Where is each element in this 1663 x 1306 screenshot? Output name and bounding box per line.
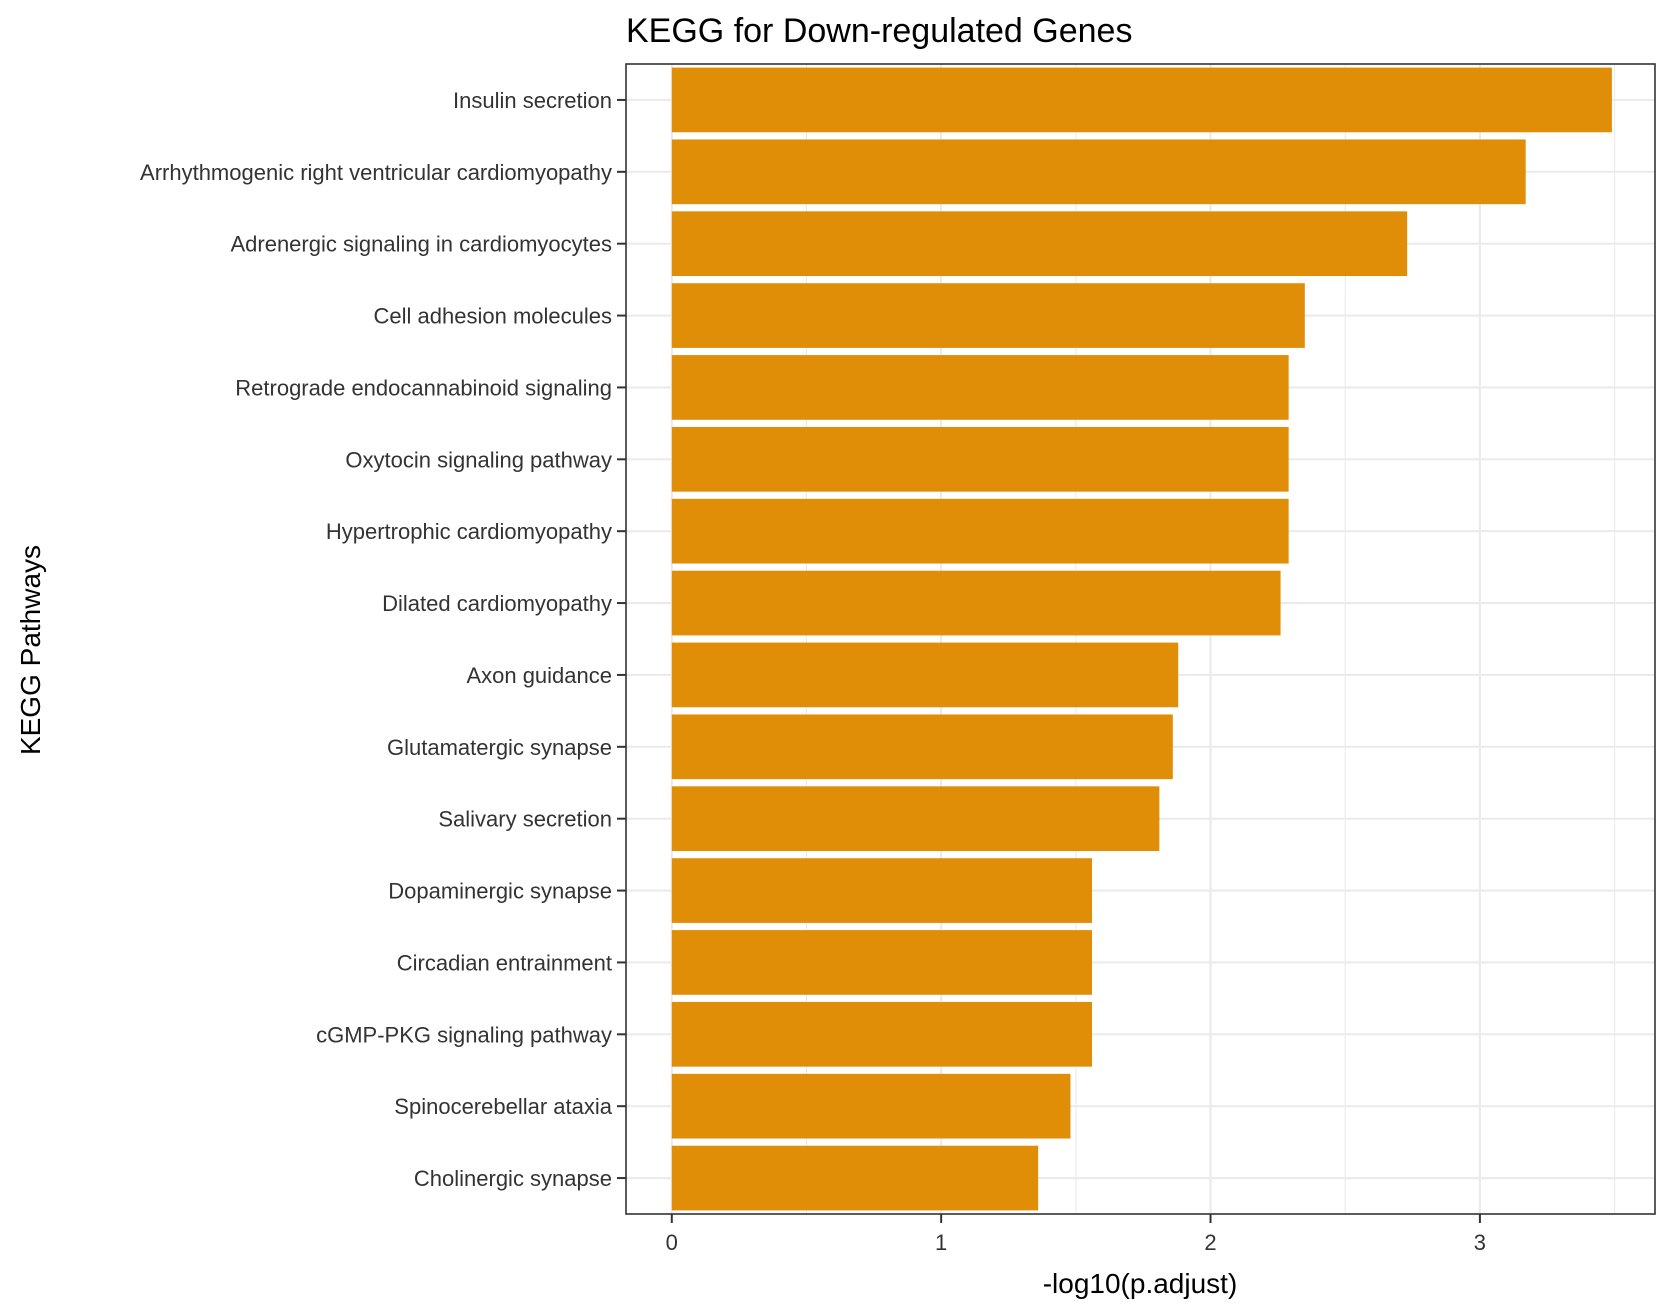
- bar-9: [671, 714, 1173, 780]
- bar-12: [671, 930, 1093, 995]
- x-tick-label: 3: [1474, 1230, 1486, 1255]
- y-tick-label: Insulin secretion: [453, 88, 612, 113]
- bar-7: [671, 570, 1281, 636]
- bar-6: [671, 498, 1289, 564]
- x-tick-label: 1: [935, 1230, 947, 1255]
- chart-title: KEGG for Down-regulated Genes: [626, 12, 1132, 50]
- x-axis: 0 1 2 3: [666, 1214, 1486, 1255]
- x-axis-title: -log10(p.adjust): [1043, 1268, 1238, 1299]
- panel-frame: [625, 63, 1656, 1215]
- y-tick-label: Retrograde endocannabinoid signaling: [235, 375, 612, 400]
- y-axis: Insulin secretion Arrhythmogenic right ve…: [140, 88, 626, 1191]
- bar-3: [671, 283, 1305, 348]
- bar-5: [671, 426, 1289, 492]
- y-tick-label: Oxytocin signaling pathway: [345, 447, 612, 472]
- y-tick-label: Cell adhesion molecules: [374, 304, 612, 329]
- y-tick-label: Arrhythmogenic right ventricular cardiom…: [140, 160, 612, 185]
- bar-15: [671, 1145, 1039, 1211]
- y-tick-label: cGMP-PKG signaling pathway: [316, 1022, 612, 1047]
- bar-10: [671, 786, 1160, 852]
- x-tick-label: 2: [1204, 1230, 1216, 1255]
- x-tick-label: 0: [666, 1230, 678, 1255]
- bar-0: [671, 67, 1612, 133]
- bar-11: [671, 858, 1093, 923]
- y-tick-label: Axon guidance: [466, 663, 612, 688]
- y-tick-label: Dopaminergic synapse: [388, 879, 612, 904]
- y-tick-label: Hypertrophic cardiomyopathy: [326, 519, 612, 544]
- y-tick-label: Adrenergic signaling in cardiomyocytes: [230, 232, 612, 257]
- y-tick-label: Circadian entrainment: [397, 950, 612, 975]
- bar-4: [671, 355, 1289, 420]
- y-tick-label: Salivary secretion: [438, 807, 612, 832]
- y-tick-label: Cholinergic synapse: [414, 1166, 612, 1191]
- bar-8: [671, 642, 1179, 708]
- bars: [671, 67, 1612, 1211]
- y-tick-label: Spinocerebellar ataxia: [394, 1094, 612, 1119]
- bar-14: [671, 1073, 1071, 1139]
- y-tick-label: Glutamatergic synapse: [387, 735, 612, 760]
- panel-border: [625, 63, 1656, 1215]
- y-axis-title: KEGG Pathways: [15, 545, 46, 755]
- bar-2: [671, 211, 1408, 277]
- bar-1: [671, 139, 1526, 205]
- y-tick-label: Dilated cardiomyopathy: [382, 591, 612, 616]
- bar-13: [671, 1001, 1093, 1067]
